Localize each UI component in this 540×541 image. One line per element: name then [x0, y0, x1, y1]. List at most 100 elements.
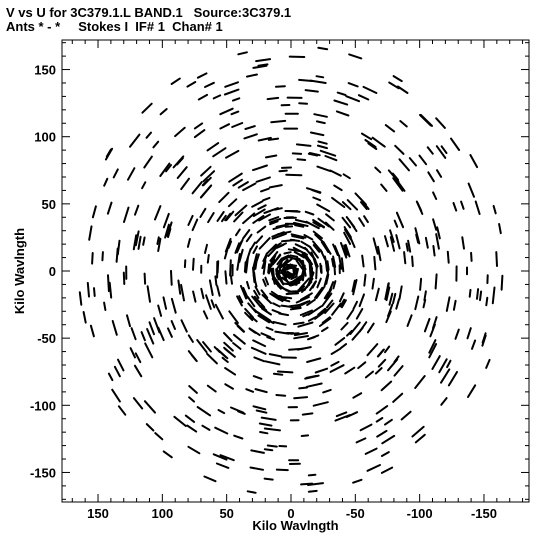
uv-point [141, 181, 147, 190]
uv-point [406, 314, 413, 327]
uv-point [312, 219, 326, 228]
uv-point [321, 292, 333, 307]
uv-point [298, 386, 309, 390]
uv-point [170, 297, 177, 314]
y-tick-label: 0 [49, 264, 56, 279]
uv-point [259, 431, 269, 435]
uv-point [188, 396, 196, 403]
uv-point [152, 140, 160, 149]
uv-point [223, 332, 233, 342]
uv-point [331, 302, 342, 316]
uv-point [307, 482, 324, 486]
uv-point [474, 200, 481, 215]
uv-point [244, 125, 256, 130]
uv-point [159, 108, 168, 116]
uv-point [471, 339, 477, 350]
uv-point [427, 171, 435, 183]
uv-point [197, 93, 209, 101]
uv-point [300, 240, 312, 248]
uv-point [287, 290, 298, 293]
uv-point [276, 370, 294, 374]
uv-point [411, 255, 414, 268]
uv-point [389, 236, 396, 252]
uv-point [86, 281, 90, 298]
uv-point [305, 375, 317, 379]
uv-point [298, 277, 310, 290]
uv-point [232, 178, 243, 187]
uv-point [304, 89, 319, 93]
uv-point [435, 117, 446, 129]
uv-point [389, 229, 395, 243]
uv-point [254, 253, 260, 265]
uv-point [446, 359, 452, 369]
x-tick-label: -50 [346, 506, 365, 521]
uv-point [236, 253, 241, 271]
uv-point [330, 347, 342, 355]
uv-point [278, 312, 290, 317]
uv-point [251, 295, 262, 308]
uv-point [339, 298, 346, 308]
uv-point [283, 267, 287, 276]
uv-point [362, 85, 378, 94]
uv-point [293, 396, 309, 400]
uv-point [476, 288, 480, 300]
uv-point [167, 327, 173, 338]
uv-point [358, 321, 368, 333]
uv-point [180, 177, 190, 191]
chart-title-line-2: Ants * - * Stokes I IF# 1 Chan# 1 [6, 19, 223, 34]
uv-point [252, 64, 268, 69]
uv-point [206, 142, 220, 152]
uv-point [258, 422, 273, 427]
uv-point [224, 347, 236, 358]
uv-point [312, 196, 322, 202]
uv-point [316, 144, 328, 150]
uv-point [297, 321, 314, 328]
uv-point [342, 248, 348, 258]
uv-point [269, 220, 279, 226]
uv-point [257, 136, 272, 142]
uv-point [146, 285, 151, 303]
uv-point [275, 468, 289, 472]
uv-point [315, 286, 325, 300]
uv-point [351, 279, 356, 293]
uv-point [392, 292, 397, 304]
uv-point [244, 311, 254, 322]
uv-point [329, 169, 342, 177]
uv-point [361, 254, 365, 268]
uv-point [330, 360, 340, 367]
uv-point [426, 146, 434, 155]
uv-point [278, 169, 288, 173]
uv-point [232, 342, 242, 350]
uv-point [498, 223, 502, 235]
uv-point [315, 265, 318, 280]
uv-point [285, 292, 299, 295]
uv-point [205, 294, 212, 310]
uv-point [257, 204, 267, 210]
uv-point [255, 176, 271, 183]
uv-point [234, 242, 241, 254]
uv-point [435, 233, 440, 250]
uv-point [216, 285, 221, 297]
uv-point [146, 328, 155, 345]
uv-point [111, 388, 121, 403]
uv-point [145, 131, 152, 139]
uv-point [223, 88, 240, 96]
uv-point [325, 288, 333, 300]
uv-point [467, 384, 477, 398]
uv-point [305, 382, 323, 388]
uv-point [314, 233, 324, 243]
uv-point [260, 307, 272, 316]
uv-point [339, 343, 348, 350]
uv-point [432, 218, 438, 231]
uv-point [341, 216, 352, 229]
uv-point [304, 210, 315, 216]
uv-point [380, 380, 393, 392]
uv-point [344, 243, 351, 258]
uv-point [352, 478, 363, 484]
uv-point [407, 239, 412, 253]
uv-point [346, 309, 355, 320]
uv-point [93, 287, 96, 297]
uv-point [325, 213, 335, 222]
uv-point [384, 418, 393, 426]
uv-point [268, 353, 283, 358]
